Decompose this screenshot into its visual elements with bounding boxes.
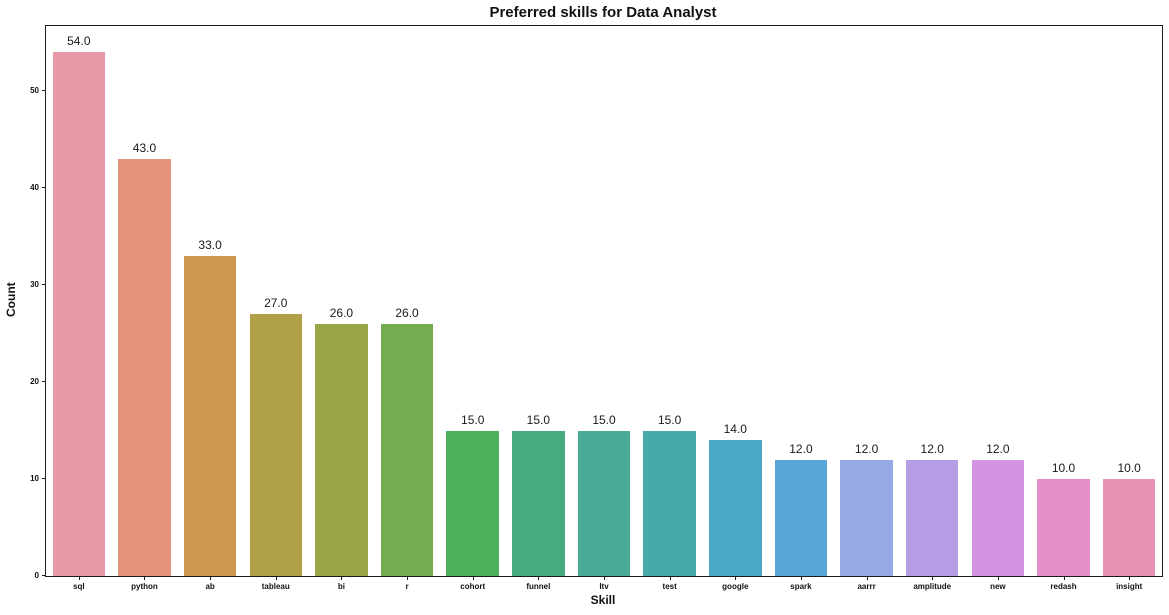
x-tick-mark-google (735, 576, 737, 580)
bar-value-label-insight: 10.0 (1117, 461, 1141, 475)
x-tick-label-test: test (662, 582, 677, 591)
x-tick-label-sql: sql (73, 582, 85, 591)
bar-ab (183, 255, 237, 576)
y-tick-mark-30 (42, 284, 46, 285)
bar-test (643, 430, 696, 576)
bar-funnel (512, 430, 565, 576)
y-tick-label-30: 30 (30, 280, 39, 289)
bar-value-label-ltv: 15.0 (592, 412, 616, 427)
bar-value-label-ab: 33.0 (198, 237, 222, 252)
x-tick-mark-bi (341, 576, 343, 580)
x-tick-mark-cohort (472, 576, 474, 580)
bar-insight (1102, 479, 1156, 576)
bar-value-label-funnel: 15.0 (526, 412, 551, 427)
bar-tableau (249, 314, 303, 576)
x-tick-label-cohort: cohort (460, 582, 486, 591)
x-tick-label-bi: bi (337, 582, 345, 591)
bar-value-label-python: 43.0 (132, 140, 157, 155)
bar-value-label-sql: 54.0 (67, 34, 91, 49)
plot-area: 0 10 20 30 40 50 54.0 sql 43.0 python 33.0 ab 27.0 ta… (30, 25, 1163, 591)
x-tick-mark-spark (800, 576, 802, 580)
bar-value-label-amplitude: 12.0 (920, 441, 944, 456)
bar-redash (1037, 479, 1090, 576)
x-tick-label-ab: ab (205, 582, 215, 591)
x-tick-label-aarrr: aarrr (857, 582, 876, 591)
bar-value-label-test: 15.0 (657, 412, 682, 427)
y-tick-mark-10 (42, 478, 46, 479)
y-tick-label-20: 20 (30, 377, 39, 386)
y-tick-mark-20 (42, 381, 46, 382)
bar-r (380, 323, 434, 576)
x-tick-mark-new (997, 576, 999, 580)
x-tick-label-r: r (405, 582, 409, 591)
bar-new (971, 459, 1025, 576)
bar-value-label-spark: 12.0 (789, 441, 813, 456)
bar-value-label-google: 14.0 (723, 422, 747, 437)
bar-value-label-redash: 10.0 (1051, 461, 1076, 475)
bar-amplitude (905, 459, 959, 576)
x-tick-mark-test (669, 576, 671, 580)
x-tick-label-new: new (990, 582, 1006, 591)
x-tick-mark-ltv (604, 576, 605, 580)
bar-cohort (446, 430, 499, 576)
y-tick-label-40: 40 (30, 183, 39, 192)
x-tick-mark-insight (1129, 576, 1131, 580)
x-tick-label-funnel: funnel (526, 582, 551, 591)
bar-aarrr (840, 459, 893, 576)
y-tick-label-10: 10 (30, 474, 39, 483)
x-tick-mark-sql (78, 576, 80, 580)
x-tick-mark-amplitude (932, 576, 934, 580)
y-tick-mark-50 (42, 90, 46, 91)
y-tick-label-0: 0 (34, 571, 39, 580)
bar-value-label-aarrr: 12.0 (854, 441, 879, 456)
x-tick-mark-python (144, 576, 146, 580)
x-tick-label-ltv: ltv (599, 582, 609, 591)
x-tick-label-google: google (722, 582, 749, 591)
x-tick-label-python: python (131, 582, 158, 591)
bar-value-label-bi: 26.0 (329, 305, 354, 320)
x-tick-mark-ab (210, 576, 212, 580)
chart-title: Preferred skills for Data Analyst (489, 4, 717, 21)
y-tick-mark-40 (42, 187, 46, 188)
bar-python (118, 158, 171, 576)
bar-value-label-new: 12.0 (986, 441, 1010, 456)
bar-google (709, 440, 762, 576)
x-tick-mark-funnel (538, 576, 540, 580)
x-tick-label-redash: redash (1050, 582, 1077, 591)
y-axis-label: Count (4, 282, 18, 318)
y-tick-label-50: 50 (30, 86, 39, 95)
x-axis-label: Skill (590, 593, 616, 607)
bar-bi (315, 323, 368, 576)
bar-spark (774, 459, 828, 576)
x-tick-mark-r (407, 576, 409, 580)
x-tick-label-tableau: tableau (261, 582, 290, 591)
y-tick-mark-0 (42, 575, 46, 576)
x-tick-mark-aarrr (866, 576, 868, 580)
bar-ltv (577, 430, 631, 576)
bar-value-label-cohort: 15.0 (461, 412, 485, 427)
x-tick-label-amplitude: amplitude (913, 582, 952, 591)
bar-value-label-r: 26.0 (395, 305, 419, 320)
x-tick-mark-redash (1063, 576, 1065, 580)
x-tick-label-insight: insight (1116, 582, 1143, 591)
x-tick-mark-tableau (275, 576, 277, 580)
bar-sql (52, 52, 106, 576)
x-tick-label-spark: spark (790, 582, 812, 591)
bar-value-label-tableau: 27.0 (264, 296, 288, 311)
